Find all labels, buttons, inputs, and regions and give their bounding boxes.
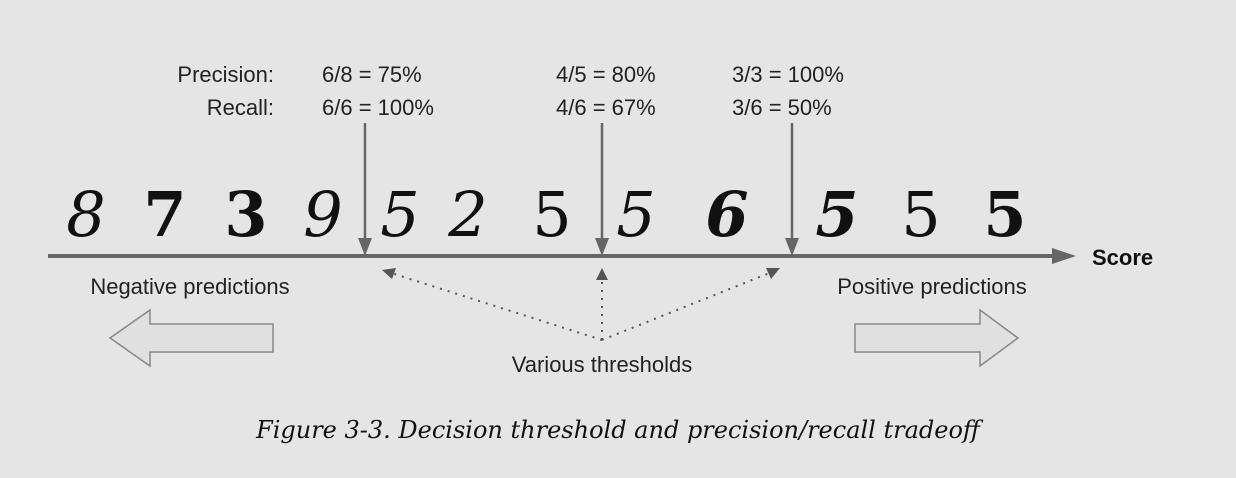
threshold-2-arrowhead	[595, 238, 609, 256]
score-label: Score	[1092, 245, 1153, 270]
threshold-1-recall: 6/6 = 100%	[322, 95, 434, 120]
threshold-pointers	[387, 271, 773, 341]
digit-6: 2	[447, 178, 487, 251]
digit-9: 6	[705, 178, 748, 251]
figure-caption: Figure 3-3. Decision threshold and preci…	[256, 416, 980, 444]
digit-4: 9	[303, 178, 342, 251]
positive-direction-arrow-icon	[854, 308, 1020, 368]
digit-10: 5	[815, 178, 858, 251]
pointer-to-threshold-1	[387, 271, 603, 341]
negative-predictions-label: Negative predictions	[90, 274, 289, 299]
precision-recall-threshold-diagram: Precision: Recall: 6/8 = 75% 6/6 = 100% …	[48, 62, 1153, 377]
digit-11: 5	[901, 178, 940, 251]
threshold-1-precision: 6/8 = 75%	[322, 62, 422, 87]
negative-direction-arrow-icon	[108, 308, 274, 368]
digit-2: 7	[143, 178, 186, 251]
digit-3: 3	[224, 178, 267, 251]
pointer-1-arrowhead	[382, 268, 396, 279]
digit-1: 8	[66, 178, 105, 251]
digit-12: 5	[983, 178, 1026, 251]
threshold-3-arrowhead	[785, 238, 799, 256]
precision-label: Precision:	[177, 62, 274, 87]
threshold-3-precision: 3/3 = 100%	[732, 62, 844, 87]
threshold-1-arrowhead	[358, 238, 372, 256]
threshold-3-recall: 3/6 = 50%	[732, 95, 832, 120]
threshold-lines	[358, 123, 799, 256]
pointer-2-arrowhead	[596, 268, 608, 280]
positive-predictions-label: Positive predictions	[837, 274, 1027, 299]
recall-label: Recall:	[207, 95, 274, 120]
score-axis	[48, 248, 1076, 264]
digit-8: 5	[616, 178, 655, 251]
threshold-2-precision: 4/5 = 80%	[556, 62, 656, 87]
various-thresholds-label: Various thresholds	[512, 352, 693, 377]
digit-row: 8 7 3 9 5 2 5 5 6 5 5 5	[66, 178, 1026, 251]
digit-7: 5	[532, 178, 571, 251]
threshold-2-recall: 4/6 = 67%	[556, 95, 656, 120]
score-axis-arrowhead	[1052, 248, 1076, 264]
digit-5: 5	[380, 178, 419, 251]
pointer-to-threshold-3	[601, 271, 773, 341]
pointer-3-arrowhead	[766, 268, 780, 279]
